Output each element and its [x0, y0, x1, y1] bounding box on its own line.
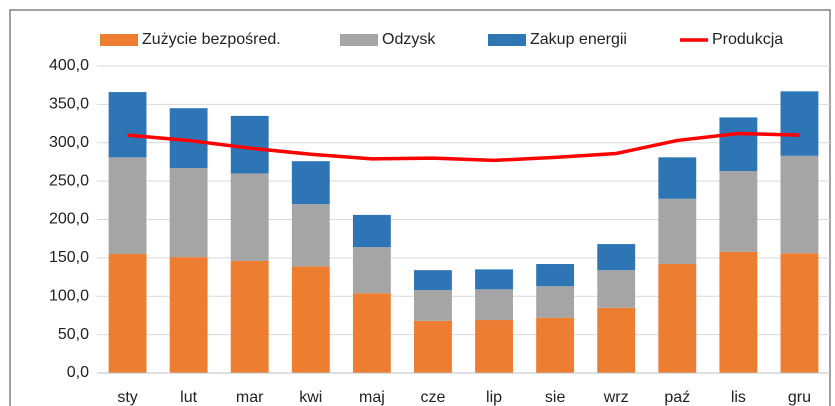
x-tick-label: gru [788, 389, 811, 406]
y-tick-label: 300,0 [49, 134, 89, 151]
bar [597, 244, 636, 271]
bar [536, 264, 575, 287]
bar [352, 214, 391, 248]
bar [475, 289, 513, 321]
bar [108, 254, 147, 373]
bar [352, 293, 391, 373]
bar [414, 320, 452, 373]
bar [291, 266, 330, 373]
bar [536, 317, 575, 373]
x-tick-label: lip [486, 389, 502, 406]
y-tick-label: 50,0 [58, 326, 89, 343]
x-tick-label: wrz [603, 389, 629, 406]
bar [475, 269, 513, 290]
x-tick-label: maj [359, 389, 385, 406]
bar [597, 270, 636, 308]
legend-label: Odzysk [382, 31, 436, 48]
x-tick-label: lis [731, 389, 746, 406]
y-tick-label: 150,0 [49, 249, 89, 266]
bar [230, 173, 269, 261]
bar [169, 257, 208, 373]
bar [291, 161, 330, 205]
x-tick-label: sie [545, 389, 566, 406]
legend-swatch [340, 34, 378, 46]
bar [719, 117, 758, 172]
legend-label: Produkcja [712, 31, 783, 48]
legend-swatch [100, 34, 138, 46]
bar [475, 320, 513, 373]
bar [719, 171, 758, 252]
bar [108, 157, 147, 255]
bar [291, 204, 330, 267]
y-tick-label: 200,0 [49, 211, 89, 228]
y-tick-label: 400,0 [49, 57, 89, 74]
y-tick-label: 350,0 [49, 96, 89, 113]
bar [597, 307, 636, 373]
bar [352, 247, 391, 294]
bar [780, 155, 819, 254]
bar [658, 157, 697, 199]
bar [169, 168, 208, 258]
bar [780, 253, 819, 373]
bar [230, 260, 269, 373]
legend-swatch [488, 34, 526, 46]
bar [414, 290, 452, 321]
line [127, 131, 800, 163]
y-tick-label: 250,0 [49, 172, 89, 189]
bar [658, 264, 697, 373]
x-tick-label: sty [117, 389, 137, 406]
bar [108, 92, 147, 158]
bar [536, 286, 575, 318]
x-tick-label: lut [180, 389, 197, 406]
x-tick-label: cze [421, 389, 446, 406]
y-tick-label: 100,0 [49, 287, 89, 304]
x-tick-label: kwi [299, 389, 322, 406]
bar [780, 91, 819, 156]
x-tick-label: mar [236, 389, 264, 406]
bar [719, 251, 758, 373]
y-tick-label: 0,0 [67, 364, 89, 381]
legend-label: Zakup energii [530, 31, 627, 48]
bar [658, 198, 697, 265]
legend-label: Zużycie bezpośred. [142, 31, 281, 48]
x-tick-label: paź [664, 389, 690, 406]
bar [230, 115, 269, 174]
bar [414, 270, 452, 291]
